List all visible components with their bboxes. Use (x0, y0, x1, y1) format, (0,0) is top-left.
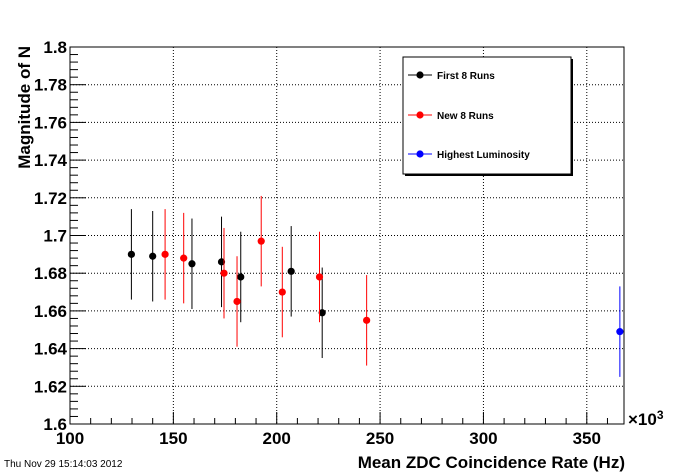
grid-lines (69, 46, 624, 425)
series-first-8-runs (127, 209, 326, 359)
x-tick-label: 300 (469, 429, 497, 448)
legend-label: Highest Luminosity (437, 150, 530, 161)
y-axis-title: Magnitude of N (15, 46, 34, 169)
data-layer (127, 195, 624, 377)
y-tick-label: 1.8 (43, 38, 67, 57)
legend: First 8 Runs New 8 Runs Highest Luminosity (402, 56, 573, 176)
data-point (149, 252, 157, 260)
y-tick-label: 1.6 (43, 415, 67, 434)
data-point (188, 260, 196, 268)
x-axis-title: Mean ZDC Coincidence Rate (Hz) (358, 453, 625, 472)
y-tick-label: 1.78 (34, 76, 67, 95)
legend-marker (416, 111, 424, 119)
data-point (363, 316, 371, 324)
footer-timestamp: Thu Nov 29 15:14:03 2012 (4, 459, 123, 470)
legend-box-shadow (571, 59, 573, 176)
series-highest-luminosity (616, 286, 624, 377)
x-axis-multiplier: ×103 (628, 408, 664, 429)
axis-ticks (69, 46, 608, 425)
data-point (161, 250, 169, 258)
legend-label: New 8 Runs (437, 111, 494, 122)
x-tick-label: 250 (366, 429, 394, 448)
x-tick-label: 150 (159, 429, 187, 448)
y-tick-label: 1.74 (34, 151, 68, 170)
x-tick-label: 200 (263, 429, 291, 448)
legend-marker (416, 71, 424, 79)
data-point (237, 273, 245, 281)
data-point (220, 269, 228, 277)
series-new-8-runs (161, 195, 371, 366)
y-tick-label: 1.64 (34, 340, 68, 359)
legend-label: First 8 Runs (437, 71, 495, 82)
data-point (278, 288, 286, 296)
axis-tick-labels: 100 150 200 250 300 350 1.6 1.62 1.64 1.66 1.68 1.7… (34, 38, 601, 448)
y-tick-label: 1.7 (43, 227, 67, 246)
y-tick-label: 1.66 (34, 302, 67, 321)
data-point (127, 250, 135, 258)
data-point (217, 258, 226, 266)
data-point (257, 237, 265, 245)
y-tick-label: 1.68 (34, 264, 67, 283)
data-point (315, 273, 324, 281)
data-point (287, 267, 295, 275)
legend-box-shadow-bottom (405, 174, 573, 176)
y-tick-label: 1.72 (34, 189, 67, 208)
x-tick-label: 100 (56, 429, 84, 448)
data-point (616, 328, 624, 336)
legend-marker (416, 150, 424, 158)
data-point (180, 254, 188, 262)
data-point (318, 309, 326, 317)
y-tick-label: 1.62 (34, 377, 67, 396)
y-tick-label: 1.76 (34, 113, 67, 132)
x-tick-label: 350 (573, 429, 601, 448)
data-point (233, 297, 241, 306)
